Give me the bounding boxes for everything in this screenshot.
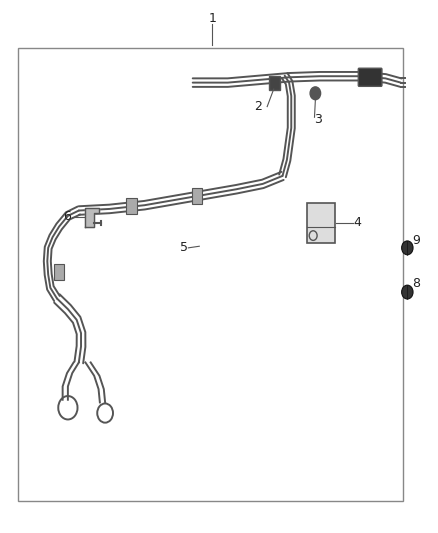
Text: 8: 8	[412, 277, 420, 290]
Bar	[192, 188, 202, 204]
Text: 4: 4	[353, 216, 361, 229]
Bar	[18, 48, 403, 501]
Text: 1: 1	[208, 12, 216, 25]
Circle shape	[310, 87, 321, 100]
Circle shape	[402, 285, 413, 299]
Text: 6: 6	[63, 211, 71, 223]
Bar	[54, 264, 64, 280]
Text: 9: 9	[412, 235, 420, 247]
Bar	[269, 76, 280, 90]
Text: 3: 3	[314, 114, 321, 126]
Text: 5: 5	[180, 241, 188, 254]
Bar	[307, 203, 335, 243]
Circle shape	[402, 241, 413, 255]
Polygon shape	[85, 208, 99, 227]
FancyBboxPatch shape	[358, 68, 382, 86]
Bar	[126, 198, 137, 214]
Text: 2: 2	[254, 100, 262, 113]
